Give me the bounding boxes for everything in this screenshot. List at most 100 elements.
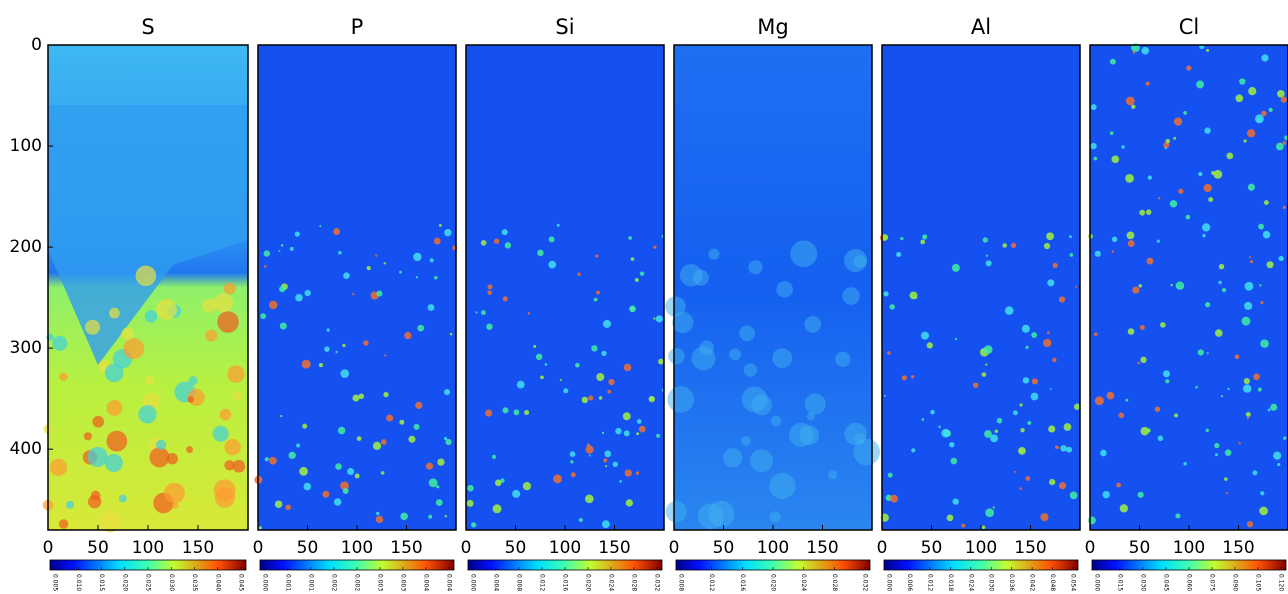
map-feature [1261,54,1269,62]
map-feature [1046,232,1055,241]
map-feature [1202,233,1206,238]
map-feature [299,466,308,476]
map-feature [1169,200,1178,208]
map-feature [493,238,500,244]
map-feature [343,272,350,279]
map-feature [1227,387,1230,391]
x-tick-label: 100 [757,538,789,558]
map-feature [1160,322,1166,328]
map-feature [337,426,346,435]
map-feature [1111,155,1120,164]
colorbar-tick-label: 0.001 [308,574,315,591]
map-feature [1259,284,1262,287]
colorbar-tick-label: 0.032 [862,574,869,591]
map-feature [501,229,508,236]
map-feature [883,291,889,297]
map-feature [491,454,497,459]
map-feature [104,363,124,383]
map-feature [629,305,636,313]
map-feature [1213,169,1223,179]
map-feature [985,254,989,257]
map-feature [665,296,686,317]
map-feature [619,480,622,483]
y-tick-label: 300 [10,338,42,358]
map-feature [853,255,867,268]
map-feature [333,228,341,236]
map-feature [1259,506,1268,516]
map-feature [575,362,580,368]
map-feature [289,246,294,251]
map-feature [634,277,639,282]
map-feature [1049,478,1056,486]
map-feature [920,331,929,340]
map-feature [376,511,380,516]
map-feature [1173,136,1177,140]
map-feature [438,223,442,227]
map-feature [1127,328,1135,335]
map-feature [380,439,387,445]
map-feature [900,236,904,241]
colorbar-tick-label: 0.120 [1278,574,1285,591]
map-feature [492,504,502,514]
map-feature [556,223,560,227]
map-feature [1109,58,1116,65]
map-feature [1094,250,1101,257]
map-feature [601,350,607,357]
map-feature [1243,378,1250,385]
map-feature [672,311,694,334]
map-feature [1119,504,1129,513]
map-feature [741,435,751,446]
map-feature [607,389,612,394]
y-tick-label: 0 [31,35,42,55]
map-feature [668,347,685,365]
map-feature [258,526,263,530]
x-tick-label: 50 [87,538,109,558]
map-feature [301,359,311,369]
map-feature [789,422,814,448]
map-feature [1248,87,1257,96]
map-feature [380,471,385,475]
x-tick-label: 0 [253,538,264,558]
map-feature [413,423,420,430]
panel-title: Si [555,15,574,39]
map-feature [950,457,958,465]
map-feature [213,293,234,313]
colorbar-tick-label: 0.020 [770,574,777,591]
colorbar-tick-label: 0.016 [562,574,569,591]
map-feature [188,376,198,386]
map-feature [1063,423,1072,431]
map-feature [1106,391,1115,400]
map-feature [1206,352,1209,355]
map-feature [553,474,562,484]
map-feature [1140,426,1150,436]
map-feature [625,499,634,507]
map-feature [342,488,349,494]
map-feature [1102,490,1110,499]
map-feature [1013,470,1016,473]
map-feature [1277,462,1281,467]
map-feature [404,331,412,340]
map-feature [949,442,955,448]
map-image [1090,45,1288,530]
panel: Al 0 50 100 150 0.000 0.006 0.012 0.018 0.024 0.03… [877,15,1081,591]
map-feature [1235,94,1244,103]
map-feature [445,438,452,446]
map-feature [1214,442,1220,449]
map-feature [930,409,935,415]
map-feature [1205,428,1209,433]
map-feature [58,519,69,529]
map-feature [437,458,445,466]
map-feature [66,500,75,509]
x-tick-label: 0 [43,538,54,558]
colorbar-tick-label: 0.001 [285,574,292,591]
map-feature [1239,78,1246,85]
map-feature [639,271,645,276]
map-feature [1218,263,1225,270]
map-feature [1125,174,1134,183]
panel: S 0 50 100 150 0 100 200 300 400 0.005 0.010 0.015 0.… [10,15,249,591]
map-feature [946,514,954,522]
map-feature [1261,110,1267,117]
colorbar-tick-label: 0.003 [377,574,384,591]
map-feature [138,405,157,424]
map-feature [413,252,422,262]
